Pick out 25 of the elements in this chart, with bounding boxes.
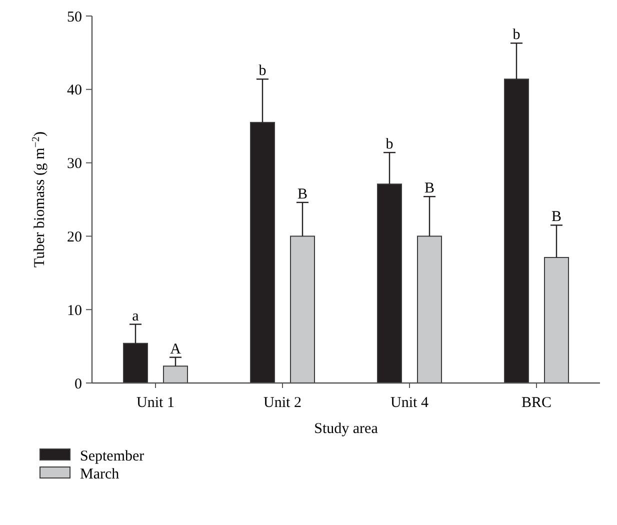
legend-label: March [80, 466, 120, 482]
annotation: B [551, 209, 562, 226]
bar [417, 236, 442, 384]
annotation: B [424, 180, 435, 197]
bar [163, 366, 188, 384]
annotation: a [132, 308, 140, 324]
annotation: b [258, 63, 266, 80]
y-tick-label: 40 [67, 82, 82, 99]
y-tick-label: 50 [67, 9, 82, 26]
y-tick-label: 10 [67, 302, 82, 319]
annotation: b [386, 136, 394, 153]
x-tick-label: Unit 4 [390, 395, 429, 411]
x-axis-title: Study area [314, 421, 378, 437]
legend-label: September [80, 448, 144, 464]
y-tick-label: 30 [67, 156, 82, 172]
x-tick-label: Unit 1 [136, 395, 174, 411]
x-tick-label: Unit 2 [264, 395, 302, 411]
y-tick-label: 20 [67, 229, 82, 246]
bar [544, 256, 569, 384]
annotation: B [297, 186, 308, 202]
bar [290, 236, 315, 384]
x-tick-label: BRC [521, 395, 552, 411]
y-tick-label: 0 [74, 376, 82, 392]
annotation: A [170, 341, 182, 358]
annotation: b [512, 27, 520, 44]
